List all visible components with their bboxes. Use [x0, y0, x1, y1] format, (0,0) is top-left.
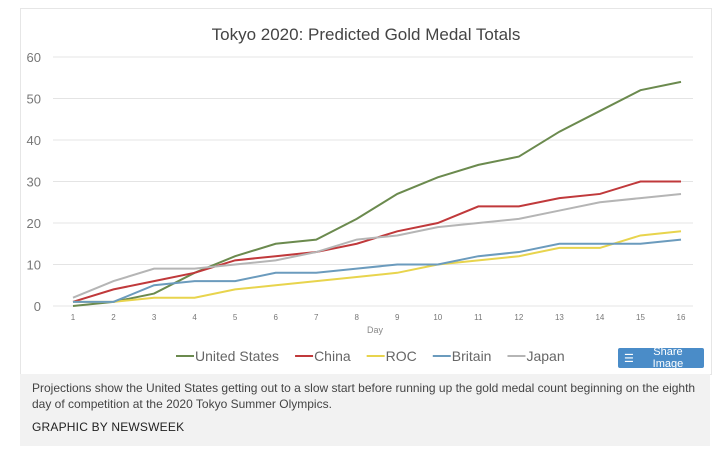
legend-label: Britain: [452, 348, 492, 364]
x-tick-label: 8: [355, 313, 360, 322]
x-tick-label: 6: [273, 313, 278, 322]
caption-box: Projections show the United States getti…: [20, 374, 710, 446]
chart-card: Tokyo 2020: Predicted Gold Medal Totals 0…: [20, 8, 712, 375]
legend-label: ROC: [386, 348, 417, 364]
y-tick-label: 50: [27, 92, 41, 107]
y-tick-label: 30: [27, 175, 41, 190]
x-tick-label: 15: [636, 313, 645, 322]
series-line-britain: [73, 238, 682, 303]
x-tick-label: 2: [111, 313, 116, 322]
series-line-japan: [72, 192, 682, 299]
caption-text: Projections show the United States getti…: [32, 381, 696, 411]
x-tick-label: 11: [474, 313, 483, 322]
y-tick-label: 60: [27, 50, 41, 65]
legend-label: United States: [195, 348, 279, 364]
x-tick-label: 10: [433, 313, 442, 322]
x-tick-label: 1: [71, 313, 76, 322]
x-tick-label: 5: [233, 313, 238, 322]
series-line-united-states: [72, 80, 682, 307]
y-tick-label: 10: [27, 258, 41, 273]
x-tick-label: 9: [395, 313, 400, 322]
graphic-credit: GRAPHIC BY NEWSWEEK: [32, 420, 185, 434]
chart-title: Tokyo 2020: Predicted Gold Medal Totals: [212, 25, 521, 44]
x-tick-label: 4: [192, 313, 197, 322]
x-tick-label: 12: [514, 313, 523, 322]
x-tick-label: 7: [314, 313, 319, 322]
x-axis-label: Day: [367, 325, 384, 335]
y-tick-label: 40: [27, 133, 41, 148]
y-tick-label: 0: [34, 299, 41, 314]
share-image-button[interactable]: ☰ Share Image: [618, 346, 704, 370]
x-tick-label: 13: [555, 313, 564, 322]
line-chart: Tokyo 2020: Predicted Gold Medal Totals 0…: [27, 25, 693, 364]
x-tick-label: 14: [595, 313, 604, 322]
legend-label: China: [314, 348, 351, 364]
x-tick-label: 16: [677, 313, 686, 322]
x-tick-label: 3: [152, 313, 157, 322]
series-line-roc: [73, 230, 682, 303]
layers-icon: ☰: [624, 352, 634, 365]
legend-label: Japan: [526, 348, 564, 364]
y-tick-label: 20: [27, 216, 41, 231]
